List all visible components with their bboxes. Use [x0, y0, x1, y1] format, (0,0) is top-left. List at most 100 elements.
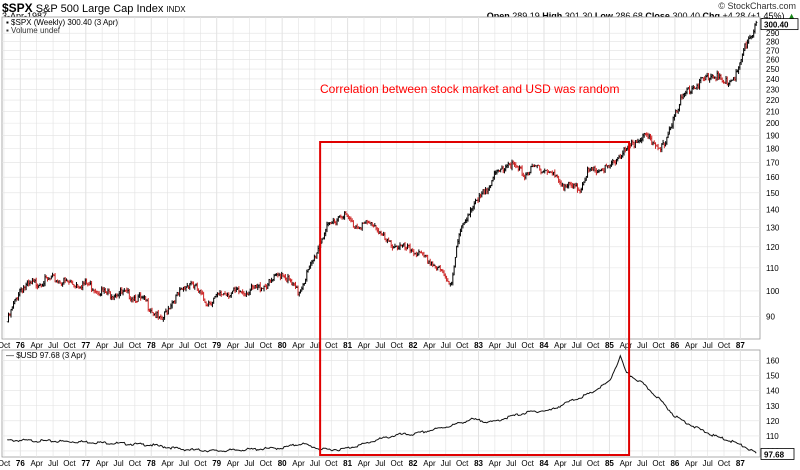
price-y-tick-label: 260 [766, 56, 780, 65]
usd-x-tick-label: 84 [540, 459, 549, 468]
price-x-tick-label: Apr [292, 341, 305, 350]
ohlc-readout: Open 289.19 High 301.30 Low 286.68 Close… [487, 11, 796, 21]
usd-x-tick-label: Oct [260, 459, 273, 468]
price-y-tick-label: 170 [766, 158, 780, 167]
usd-y-tick-label: 150 [766, 372, 780, 381]
usd-x-tick-label: Oct [652, 459, 665, 468]
usd-y-tick-label: 120 [766, 417, 780, 426]
usd-x-tick-label: Apr [96, 459, 109, 468]
usd-x-tick-label: Jul [113, 459, 123, 468]
price-x-tick-label: 82 [409, 341, 418, 350]
low-value: 286.68 [615, 11, 643, 21]
price-y-tick-label: 110 [766, 264, 779, 273]
usd-last-value: 97.68 [764, 450, 785, 459]
usd-x-tick-label: Oct [129, 459, 142, 468]
price-x-tick-label: 81 [343, 341, 352, 350]
price-x-tick-label: 80 [278, 341, 287, 350]
open-value: 289.19 [512, 11, 540, 21]
price-x-tick-label: 84 [540, 341, 549, 350]
usd-x-tick-label: Oct [63, 459, 76, 468]
price-x-tick-label: Oct [63, 341, 76, 350]
usd-last-value-box [760, 448, 795, 460]
usd-x-tick-label: Apr [358, 459, 371, 468]
usd-x-tick-label: Jul [375, 459, 385, 468]
price-x-tick-label: 78 [147, 341, 156, 350]
usd-x-tick-label: 85 [605, 459, 614, 468]
price-x-tick-label: Jul [48, 341, 58, 350]
price-x-tick-label: 86 [670, 341, 679, 350]
usd-x-tick-label: Jul [703, 459, 713, 468]
chg-label: Chg [702, 11, 721, 21]
price-y-tick-label: 140 [766, 205, 780, 214]
price-last-value: 300.40 [764, 21, 789, 30]
usd-x-tick-label: Apr [423, 459, 436, 468]
price-y-tick-label: 200 [766, 119, 780, 128]
price-panel-frame [1, 16, 761, 340]
price-x-tick-label: Jul [375, 341, 385, 350]
usd-x-tick-label: Jul [506, 459, 516, 468]
usd-y-tick-label: 160 [766, 357, 780, 366]
price-x-tick-label: Jul [703, 341, 713, 350]
usd-x-tick-label: Apr [227, 459, 240, 468]
price-last-value-box [760, 18, 799, 31]
high-value: 301.30 [564, 11, 593, 21]
usd-x-tick-label: Jul [179, 459, 189, 468]
usd-x-tick-label: 82 [409, 459, 418, 468]
usd-x-tick-label: Jul [244, 459, 254, 468]
correlation-annotation: Correlation between stock market and USD… [320, 82, 619, 96]
price-bars-group [6, 20, 758, 323]
highlight-box [319, 141, 631, 456]
usd-x-tick-label: Apr [554, 459, 567, 468]
price-x-tick-label: 85 [605, 341, 614, 350]
price-x-tick-label: Apr [161, 341, 174, 350]
usd-panel-title: — $USD 97.68 (3 Apr) [6, 351, 86, 360]
usd-y-tick-label: 130 [766, 402, 780, 411]
usd-x-tick-label: 86 [670, 459, 679, 468]
up-arrow-icon: ▲ [787, 11, 796, 21]
usd-x-tick-label: Apr [620, 459, 633, 468]
usd-x-tick-label: Jul [310, 459, 320, 468]
price-x-tick-label: 77 [81, 341, 90, 350]
usd-x-tick-label: Oct [0, 459, 11, 468]
price-x-tick-label: Apr [30, 341, 43, 350]
usd-x-tick-label: Oct [194, 459, 207, 468]
usd-x-tick-label: Oct [390, 459, 403, 468]
usd-x-tick-label: 81 [343, 459, 352, 468]
price-panel-subtitle: ▪ Volume undef [6, 26, 61, 35]
price-x-tick-label: Jul [441, 341, 451, 350]
price-x-tick-label: Apr [227, 341, 240, 350]
high-label: High [542, 11, 563, 21]
price-y-tick-label: 160 [766, 173, 780, 182]
usd-x-tick-label: Jul [572, 459, 582, 468]
usd-x-tick-label: Oct [521, 459, 534, 468]
exchange: INDX [166, 5, 186, 14]
usd-x-tick-label: 76 [16, 459, 25, 468]
usd-x-tick-label: Jul [48, 459, 58, 468]
price-x-tick-label: Oct [587, 341, 600, 350]
price-y-tick-label: 240 [766, 75, 780, 84]
usd-x-tick-label: Jul [441, 459, 451, 468]
price-y-tick-label: 150 [766, 189, 780, 198]
price-x-tick-label: Oct [0, 341, 11, 350]
usd-y-tick-label: 110 [766, 432, 779, 441]
chart-date: 3-Apr-1987 [2, 11, 48, 21]
price-x-tick-label: Apr [489, 341, 502, 350]
price-x-tick-label: Oct [260, 341, 273, 350]
price-y-tick-label: 190 [766, 132, 780, 141]
price-x-tick-label: Oct [718, 341, 731, 350]
usd-x-tick-label: Oct [718, 459, 731, 468]
price-y-tick-label: 230 [766, 85, 780, 94]
price-x-tick-label: Apr [358, 341, 371, 350]
close-label: Close [645, 11, 670, 21]
price-x-tick-label: Jul [244, 341, 254, 350]
usd-x-tick-label: 80 [278, 459, 287, 468]
usd-x-tick-label: Oct [587, 459, 600, 468]
price-x-tick-label: Apr [96, 341, 109, 350]
price-x-tick-label: Jul [310, 341, 320, 350]
usd-panel-frame [1, 349, 761, 458]
usd-x-tick-label: 83 [474, 459, 483, 468]
price-y-tick-label: 180 [766, 145, 780, 154]
usd-x-tick-label: Oct [325, 459, 338, 468]
price-x-tick-label: Oct [129, 341, 142, 350]
